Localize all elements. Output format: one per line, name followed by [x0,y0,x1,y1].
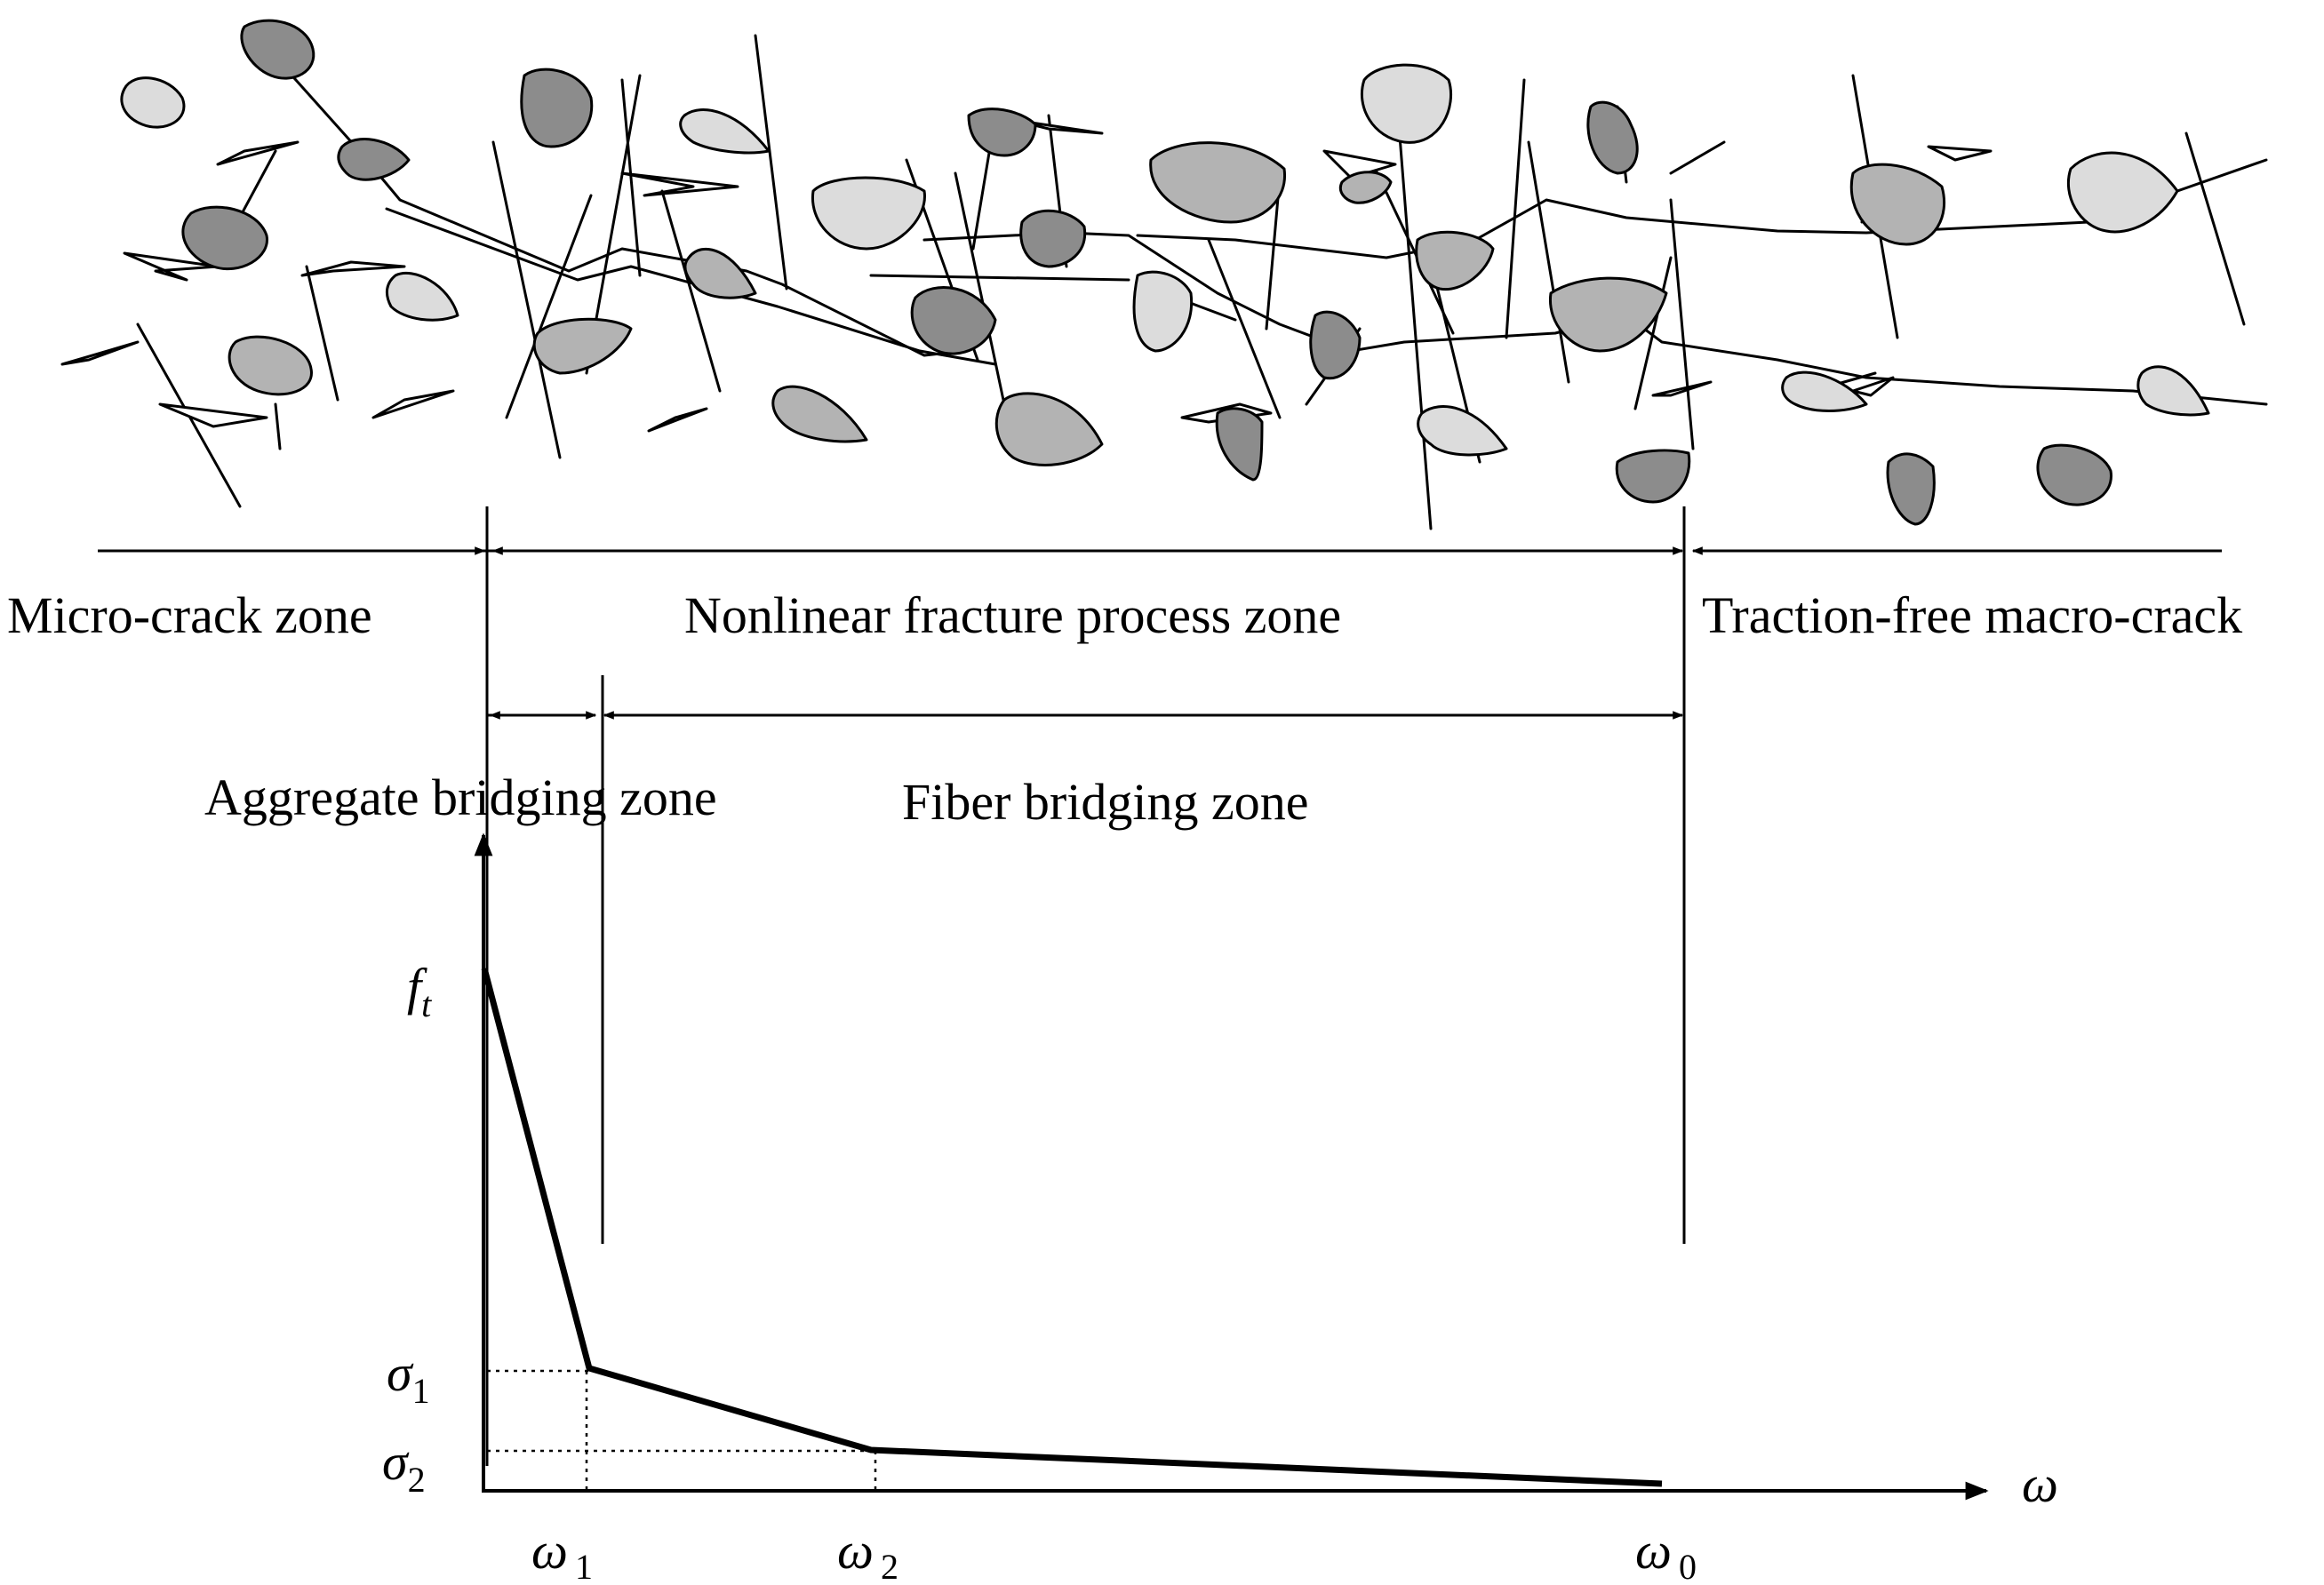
nonlinear-zone-label: Nonlinear fracture process zone [684,586,1341,644]
sigma1-label: σ1 [387,1344,430,1411]
aggregate-icon [337,138,411,181]
aggregate-icon [1309,310,1362,380]
aggregate-particle-group [120,19,2210,526]
aggregate-icon [1132,270,1194,353]
aggregate-icon [1586,100,1639,175]
steel-fiber-group [136,34,2246,530]
micro-crack-zone-label: Micro-crack zone [7,586,372,644]
softening-curve-line [481,968,1663,1487]
aggregate-icon [910,286,997,355]
omega-axis-label: ω [2022,1455,2058,1513]
aggregate-icon [1615,449,1691,504]
aggregate-icon [1360,63,1453,144]
aggregate-icon [1849,163,1946,246]
aggregate-icon [994,392,1104,466]
ft-label: ft [407,958,432,1024]
aggregate-icon [1548,276,1668,353]
aggregate-icon [120,76,186,129]
aggregate-icon [1417,405,1508,457]
aggregate-icon [532,317,633,375]
aggregate-icon [1781,370,1868,412]
aggregate-icon [2036,443,2112,506]
aggregate-icon [240,19,315,80]
zone-labels: Micro-crack zone Nonlinear fracture proc… [7,586,2242,831]
aggregate-icon [2136,365,2210,417]
sigma2-label: σ2 [382,1433,426,1500]
aggregate-icon [679,108,771,155]
aggregate-icon [2066,151,2179,234]
aggregate-icon [1215,407,1264,482]
traction-free-zone-label: Traction-free macro-crack [1702,586,2242,644]
aggregate-icon [1338,171,1393,204]
aggregate-icon [228,335,313,396]
aggregate-icon [1886,452,1936,526]
aggregate-icon [1019,209,1087,268]
aggregate-icon [1415,230,1495,291]
bent-fiber-fragment-group [60,118,1993,433]
fiber-bridging-zone-label: Fiber bridging zone [902,773,1308,831]
aggregate-icon [385,271,459,322]
guide-lines [487,1369,877,1493]
aggregate-icon [1149,141,1287,224]
aggregate-icon [181,205,268,271]
aggregate-icon [771,385,868,443]
concrete-material-illustration [60,19,2268,530]
aggregate-icon [811,176,926,251]
aggregate-icon [683,248,757,299]
aggregate-icon [967,108,1037,157]
aggregate-bridging-zone-label: Aggregate bridging zone [204,769,717,826]
aggregate-icon [520,68,594,148]
